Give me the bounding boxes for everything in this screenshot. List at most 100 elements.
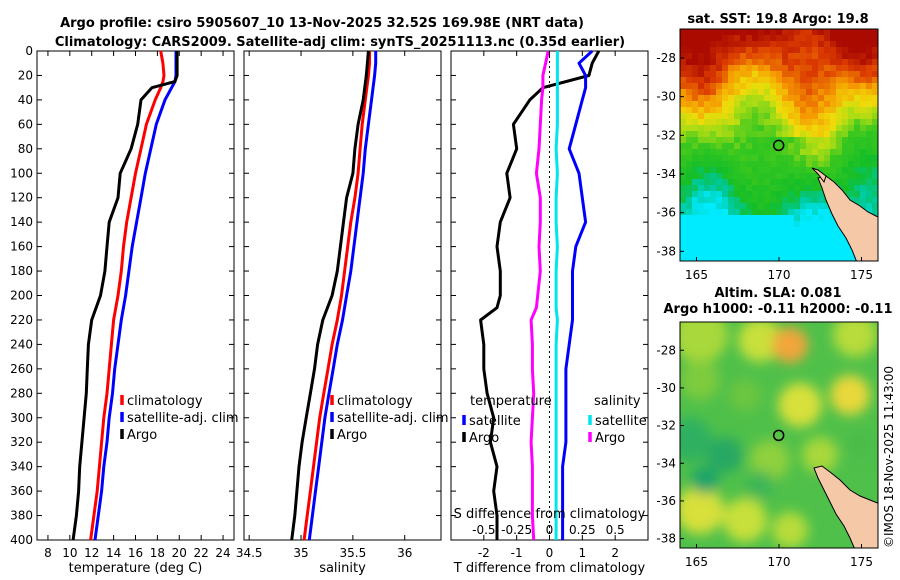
- sst-pixel: [854, 29, 860, 35]
- sst-pixel: [824, 215, 830, 221]
- sst-pixel: [728, 191, 734, 197]
- y-tick-label: 260: [10, 362, 33, 376]
- sst-pixel: [788, 107, 794, 113]
- sst-pixel: [794, 71, 800, 77]
- sst-pixel: [728, 71, 734, 77]
- sst-pixel: [704, 35, 710, 41]
- sst-pixel: [686, 185, 692, 191]
- sst-pixel: [698, 167, 704, 173]
- sst-pixel: [812, 119, 818, 125]
- sst-pixel: [758, 257, 764, 261]
- sst-pixel: [752, 149, 758, 155]
- sst-pixel: [728, 215, 734, 221]
- sst-pixel: [764, 191, 770, 197]
- sst-pixel: [866, 47, 872, 53]
- sst-pixel: [764, 47, 770, 53]
- sst-pixel: [692, 227, 698, 233]
- sst-pixel: [728, 29, 734, 35]
- legend-entry: satellite: [469, 414, 521, 429]
- sst-pixel: [722, 53, 728, 59]
- sst-pixel: [752, 257, 758, 261]
- sst-pixel: [848, 179, 854, 185]
- sst-pixel: [758, 131, 764, 137]
- sst-pixel: [728, 173, 734, 179]
- sst-pixel: [836, 29, 842, 35]
- sst-pixel: [746, 179, 752, 185]
- sst-pixel: [866, 185, 872, 191]
- sst-pixel: [728, 155, 734, 161]
- sst-pixel: [722, 173, 728, 179]
- sst-pixel: [830, 149, 836, 155]
- figure-title-line1: Argo profile: csiro 5905607_10 13-Nov-20…: [60, 16, 584, 31]
- sst-pixel: [770, 257, 776, 261]
- sst-pixel: [842, 143, 848, 149]
- sst-pixel: [854, 113, 860, 119]
- sst-pixel: [740, 245, 746, 251]
- sst-pixel: [836, 233, 842, 239]
- sst-pixel: [692, 191, 698, 197]
- sst-pixel: [824, 95, 830, 101]
- sst-pixel: [842, 95, 848, 101]
- y-tick-label: 20: [18, 68, 33, 82]
- sst-pixel: [782, 221, 788, 227]
- sst-pixel: [722, 251, 728, 257]
- sst-pixel: [680, 95, 686, 101]
- sst-pixel: [722, 227, 728, 233]
- sst-pixel: [734, 29, 740, 35]
- sst-pixel: [836, 143, 842, 149]
- sst-pixel: [800, 77, 806, 83]
- sst-pixel: [722, 47, 728, 53]
- sst-pixel: [788, 155, 794, 161]
- sst-pixel: [860, 191, 866, 197]
- sst-pixel: [722, 89, 728, 95]
- sst-pixel: [848, 107, 854, 113]
- sst-pixel: [794, 107, 800, 113]
- sst-pixel: [788, 167, 794, 173]
- sst-pixel: [698, 155, 704, 161]
- sst-pixel: [812, 89, 818, 95]
- sst-pixel: [872, 41, 878, 47]
- sst-pixel: [740, 41, 746, 47]
- sst-pixel: [680, 191, 686, 197]
- sst-pixel: [686, 53, 692, 59]
- sst-pixel: [824, 131, 830, 137]
- sst-pixel: [692, 125, 698, 131]
- x-tick-label: 24: [215, 546, 230, 560]
- sst-pixel: [740, 251, 746, 257]
- sst-pixel: [818, 215, 824, 221]
- sst-pixel: [698, 251, 704, 257]
- sst-pixel: [866, 167, 872, 173]
- sst-pixel: [722, 125, 728, 131]
- sst-pixel: [758, 149, 764, 155]
- sst-pixel: [788, 143, 794, 149]
- new-zealand-peninsula: [811, 167, 827, 184]
- sst-pixel: [686, 101, 692, 107]
- sst-pixel: [848, 137, 854, 143]
- sst-pixel: [764, 125, 770, 131]
- sst-pixel: [716, 209, 722, 215]
- sst-pixel: [722, 215, 728, 221]
- sst-pixel: [680, 59, 686, 65]
- sst-pixel: [758, 59, 764, 65]
- sst-pixel: [746, 215, 752, 221]
- sst-pixel: [800, 167, 806, 173]
- sst-pixel: [740, 209, 746, 215]
- sst-pixel: [770, 161, 776, 167]
- sst-pixel: [806, 221, 812, 227]
- sst-pixel: [776, 95, 782, 101]
- y-tick-label: 0: [25, 44, 33, 58]
- sst-pixel: [860, 161, 866, 167]
- sst-pixel: [818, 41, 824, 47]
- sst-pixel: [770, 131, 776, 137]
- imos-credit: ©IMOS 18-Nov-2025 11:43:00: [882, 366, 896, 548]
- sst-pixel: [782, 131, 788, 137]
- sst-pixel: [818, 119, 824, 125]
- sst-pixel: [728, 257, 734, 261]
- sst-pixel: [764, 161, 770, 167]
- sst-pixel: [758, 89, 764, 95]
- sst-pixel: [800, 161, 806, 167]
- sst-pixel: [692, 101, 698, 107]
- sst-pixel: [710, 173, 716, 179]
- sst-pixel: [824, 245, 830, 251]
- sst-pixel: [680, 131, 686, 137]
